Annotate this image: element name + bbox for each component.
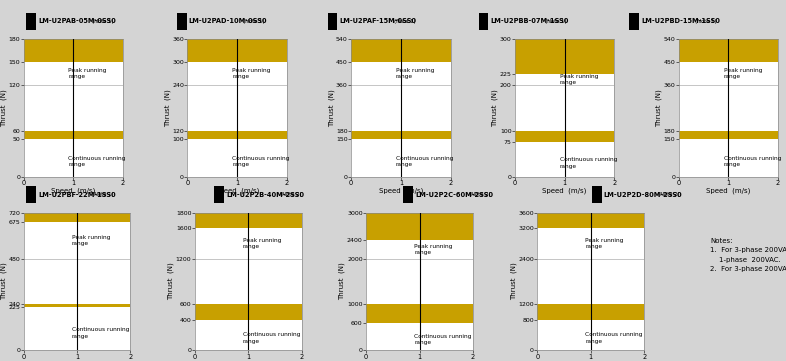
Bar (351, 39, 450, 62)
Text: Continuous running
range: Continuous running range (724, 156, 781, 167)
Y-axis label: Thrust  (N): Thrust (N) (1, 89, 7, 127)
Bar (187, 39, 287, 62)
Text: (Note 1): (Note 1) (92, 19, 113, 24)
Bar (24, 213, 130, 222)
Text: Continuous running
range: Continuous running range (232, 156, 289, 167)
Y-axis label: Thrust  (N): Thrust (N) (656, 89, 663, 127)
Bar (538, 213, 645, 228)
Bar (515, 131, 615, 142)
Bar (24, 39, 123, 62)
Text: Peak running
range: Peak running range (72, 235, 110, 246)
Text: LM-U2PAD-10M-0SS0: LM-U2PAD-10M-0SS0 (189, 18, 267, 24)
X-axis label: Speed  (m/s): Speed (m/s) (215, 187, 259, 194)
Bar (24, 131, 123, 139)
Text: (Note 2): (Note 2) (658, 192, 679, 197)
Y-axis label: Thrust  (N): Thrust (N) (339, 263, 346, 300)
Bar (538, 304, 645, 320)
Text: LM-U2P2B-40M-2SS0: LM-U2P2B-40M-2SS0 (226, 192, 304, 198)
X-axis label: Speed  (m/s): Speed (m/s) (707, 187, 751, 194)
Bar (187, 131, 287, 139)
Bar (630, 13, 639, 30)
Text: Continuous running
range: Continuous running range (586, 332, 643, 344)
Text: (Note 1): (Note 1) (92, 192, 113, 197)
Bar (26, 13, 35, 30)
Text: (Note 1): (Note 1) (243, 19, 264, 24)
Bar (403, 186, 413, 203)
X-axis label: Speed  (m/s): Speed (m/s) (379, 187, 423, 194)
Text: Peak running
range: Peak running range (232, 68, 270, 79)
Bar (195, 213, 302, 228)
Y-axis label: Thrust  (N): Thrust (N) (510, 263, 517, 300)
Text: Continuous running
range: Continuous running range (243, 332, 300, 344)
Text: Continuous running
range: Continuous running range (68, 156, 126, 167)
Bar (195, 304, 302, 320)
Text: (Note 1): (Note 1) (545, 19, 566, 24)
Bar (351, 131, 450, 139)
Bar (679, 131, 778, 139)
Text: (Note 2): (Note 2) (469, 192, 490, 197)
Text: Continuous running
range: Continuous running range (72, 327, 129, 339)
Text: LM-U2PBB-07M-1SS0: LM-U2PBB-07M-1SS0 (490, 18, 569, 24)
Text: LM-U2PAF-15M-0SS0: LM-U2PAF-15M-0SS0 (340, 18, 417, 24)
Text: (Note 1): (Note 1) (696, 19, 717, 24)
Text: Continuous running
range: Continuous running range (414, 334, 472, 345)
Text: Peak running
range: Peak running range (243, 238, 281, 249)
Bar (515, 39, 615, 74)
X-axis label: Speed  (m/s): Speed (m/s) (542, 187, 587, 194)
Text: Peak running
range: Peak running range (560, 74, 598, 85)
Text: Notes:
1.  For 3-phase 200VAC or
    1-phase  200VAC.
2.  For 3-phase 200VAC.: Notes: 1. For 3-phase 200VAC or 1-phase … (710, 238, 786, 272)
Y-axis label: Thrust  (N): Thrust (N) (328, 89, 335, 127)
Y-axis label: Thrust  (N): Thrust (N) (492, 89, 498, 127)
Bar (177, 13, 186, 30)
Text: Continuous running
range: Continuous running range (560, 157, 617, 169)
Text: LM-U2P2D-80M-2SS0: LM-U2P2D-80M-2SS0 (604, 192, 682, 198)
Text: LM-U2PAB-05M-0SS0: LM-U2PAB-05M-0SS0 (38, 18, 116, 24)
Bar (592, 186, 601, 203)
Text: Peak running
range: Peak running range (586, 238, 624, 249)
Bar (328, 13, 337, 30)
Bar (479, 13, 488, 30)
Bar (215, 186, 224, 203)
Y-axis label: Thrust  (N): Thrust (N) (168, 263, 174, 300)
Y-axis label: Thrust  (N): Thrust (N) (164, 89, 171, 127)
Text: Peak running
range: Peak running range (396, 68, 435, 79)
Text: (Note 2): (Note 2) (281, 192, 302, 197)
Text: (Note 1): (Note 1) (394, 19, 415, 24)
Text: LM-U2PBF-22M-1SS0: LM-U2PBF-22M-1SS0 (38, 192, 116, 198)
Text: Continuous running
range: Continuous running range (396, 156, 454, 167)
X-axis label: Speed  (m/s): Speed (m/s) (51, 187, 95, 194)
Text: LM-U2P2C-60M-2SS0: LM-U2P2C-60M-2SS0 (415, 192, 493, 198)
Bar (26, 186, 35, 203)
Bar (366, 213, 473, 240)
Text: LM-U2PBD-15M-1SS0: LM-U2PBD-15M-1SS0 (641, 18, 721, 24)
Bar (24, 304, 130, 307)
Bar (679, 39, 778, 62)
Text: Peak running
range: Peak running range (68, 68, 107, 79)
Y-axis label: Thrust  (N): Thrust (N) (0, 263, 7, 300)
Text: Peak running
range: Peak running range (724, 68, 762, 79)
Text: Peak running
range: Peak running range (414, 244, 453, 255)
Bar (366, 304, 473, 323)
